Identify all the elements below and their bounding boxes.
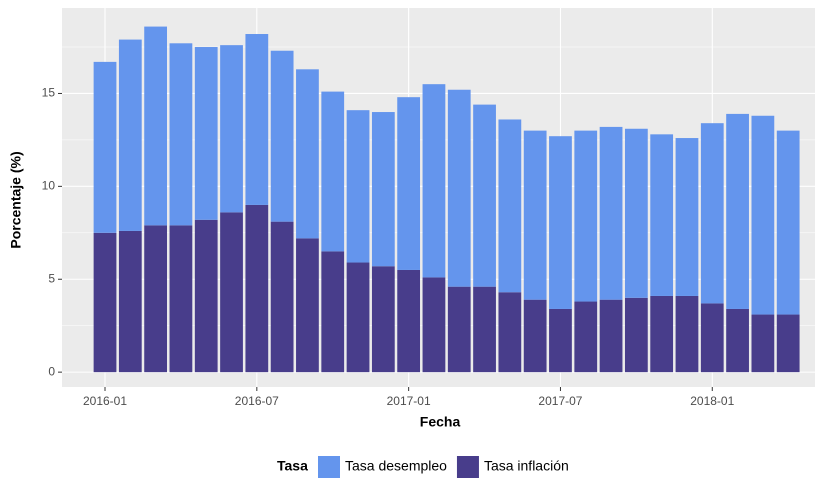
y-axis-title: Porcentaje (%) bbox=[8, 151, 24, 248]
bar bbox=[270, 221, 294, 373]
bar bbox=[523, 130, 547, 300]
bar bbox=[321, 251, 345, 373]
bar bbox=[700, 123, 724, 304]
bar bbox=[220, 45, 243, 213]
bar bbox=[194, 47, 218, 220]
bar bbox=[118, 230, 142, 373]
bar bbox=[473, 286, 496, 373]
bar bbox=[169, 43, 193, 226]
bar bbox=[296, 69, 319, 239]
y-tick-label: 0 bbox=[48, 364, 55, 378]
y-tick-label: 15 bbox=[42, 86, 56, 100]
bar bbox=[473, 104, 496, 287]
legend-title: Tasa bbox=[277, 458, 308, 474]
bar bbox=[397, 97, 421, 270]
bar bbox=[726, 308, 749, 373]
x-tick-label: 2016-01 bbox=[83, 394, 127, 408]
bar bbox=[675, 138, 699, 296]
y-tick-label: 10 bbox=[42, 179, 56, 193]
bar bbox=[422, 277, 446, 373]
bar bbox=[245, 34, 269, 205]
x-tick-label: 2016-07 bbox=[235, 394, 279, 408]
bar bbox=[422, 84, 446, 278]
bar bbox=[144, 26, 168, 226]
bar bbox=[346, 110, 370, 263]
bar bbox=[599, 299, 623, 373]
bar bbox=[624, 128, 648, 298]
bar bbox=[447, 286, 471, 373]
bar bbox=[549, 308, 572, 373]
x-tick-label: 2017-01 bbox=[387, 394, 431, 408]
bar bbox=[397, 269, 421, 373]
bar bbox=[675, 295, 699, 373]
legend-swatch bbox=[456, 456, 479, 478]
legend-swatch bbox=[318, 456, 340, 478]
bar bbox=[574, 301, 598, 373]
bar bbox=[270, 50, 294, 222]
bar bbox=[447, 89, 471, 287]
bar bbox=[498, 119, 522, 293]
x-tick-label: 2017-07 bbox=[538, 394, 582, 408]
y-tick-label: 5 bbox=[48, 271, 55, 285]
bar bbox=[523, 299, 547, 373]
legend-label: Tasa desempleo bbox=[345, 458, 447, 474]
bar bbox=[776, 314, 800, 373]
bar bbox=[93, 232, 117, 373]
x-tick-label: 2018-01 bbox=[690, 394, 734, 408]
bar bbox=[776, 130, 800, 315]
bar bbox=[599, 126, 623, 300]
bar bbox=[346, 262, 370, 373]
bar bbox=[498, 292, 522, 373]
bar bbox=[296, 238, 319, 373]
bar bbox=[549, 136, 572, 309]
legend-label: Tasa inflación bbox=[484, 458, 569, 474]
bar bbox=[650, 134, 674, 296]
bar bbox=[169, 225, 193, 373]
x-axis-title: Fecha bbox=[420, 414, 461, 430]
bar bbox=[144, 225, 168, 373]
bar bbox=[245, 204, 269, 373]
bar bbox=[371, 266, 395, 373]
bar bbox=[700, 303, 724, 373]
bar bbox=[371, 112, 395, 267]
bar bbox=[751, 115, 775, 315]
bar bbox=[751, 314, 775, 373]
bar bbox=[726, 113, 749, 309]
bar bbox=[118, 39, 142, 231]
bar bbox=[321, 91, 345, 252]
bar bbox=[93, 61, 117, 233]
bar bbox=[574, 130, 598, 302]
bar bbox=[220, 212, 243, 373]
bar bbox=[650, 295, 674, 373]
bar bbox=[194, 219, 218, 373]
bar bbox=[624, 297, 648, 373]
